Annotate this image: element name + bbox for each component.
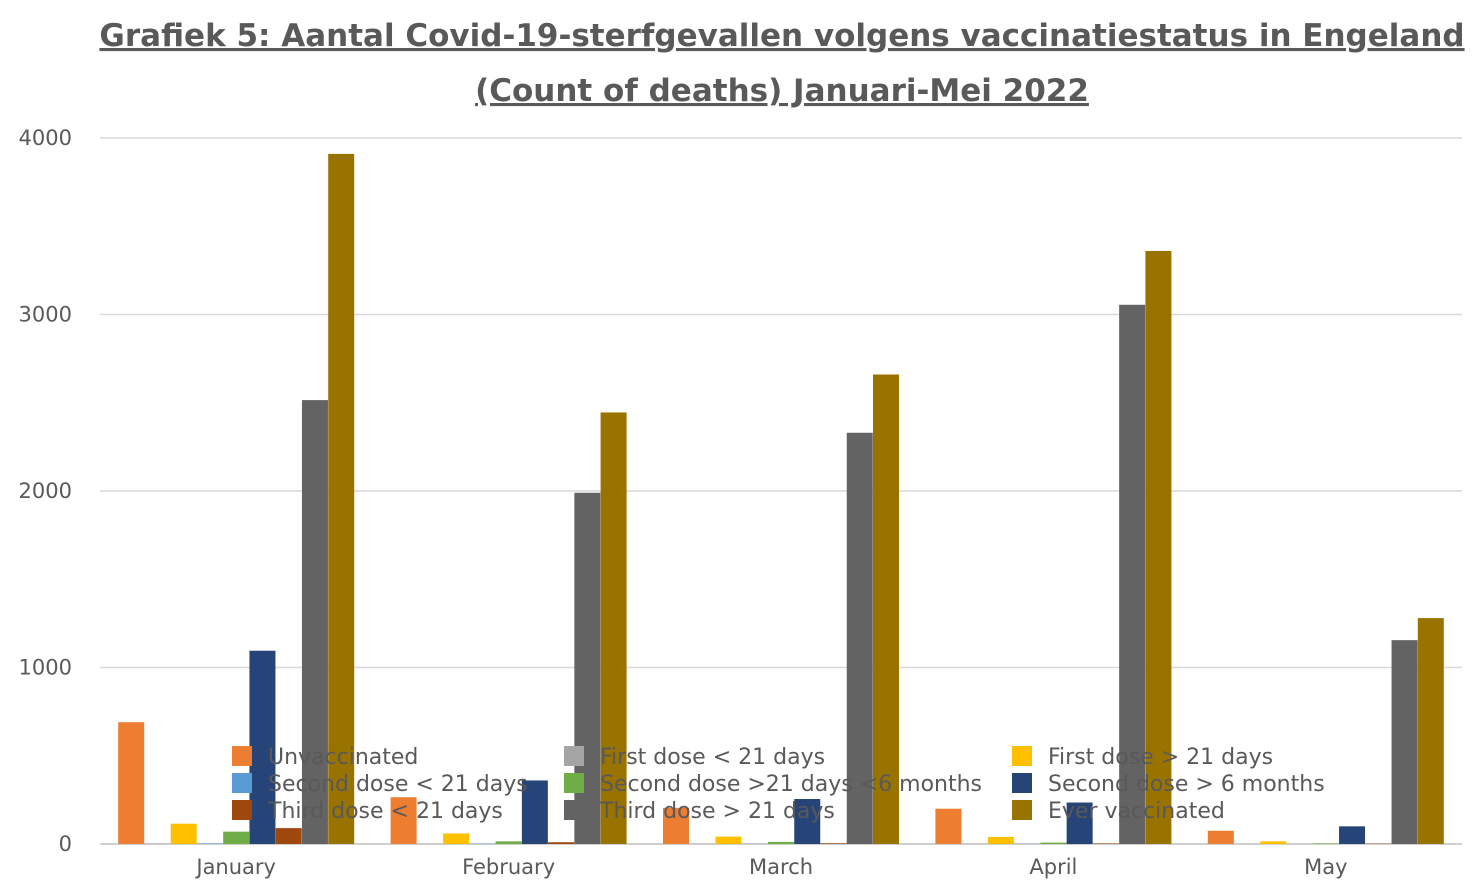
bar bbox=[1040, 842, 1067, 844]
bar bbox=[1260, 841, 1287, 844]
legend-label: Second dose >21 days <6 months bbox=[600, 772, 982, 797]
legend-swatch bbox=[232, 773, 252, 793]
bar bbox=[223, 831, 250, 844]
bar bbox=[1339, 826, 1366, 844]
legend-label: Second dose > 6 months bbox=[1048, 772, 1325, 797]
bar bbox=[1207, 830, 1234, 844]
legend-swatch bbox=[1012, 800, 1032, 820]
legend-swatch bbox=[232, 746, 252, 766]
legend-swatch bbox=[1012, 773, 1032, 793]
bar bbox=[301, 400, 328, 844]
y-tick-label: 1000 bbox=[19, 656, 72, 680]
bar bbox=[275, 828, 302, 844]
legend-swatch bbox=[564, 773, 584, 793]
bar bbox=[1417, 618, 1444, 844]
x-axis-ticks: January February March April May bbox=[194, 855, 1347, 879]
x-tick-label: March bbox=[749, 855, 813, 879]
legend-swatch bbox=[1012, 746, 1032, 766]
legend-swatch bbox=[564, 746, 584, 766]
bar bbox=[600, 412, 627, 844]
legend-label: First dose > 21 days bbox=[1048, 745, 1273, 770]
bars bbox=[118, 153, 1444, 845]
y-tick-label: 4000 bbox=[19, 126, 72, 150]
x-tick-label: May bbox=[1304, 855, 1347, 879]
legend-label: Ever vaccinated bbox=[1048, 799, 1225, 824]
chart-title-line-2: (Count of deaths) Januari-Mei 2022 bbox=[475, 73, 1089, 109]
legend-label: First dose < 21 days bbox=[600, 745, 825, 770]
bar bbox=[443, 833, 470, 844]
bar bbox=[249, 650, 276, 844]
y-tick-label: 0 bbox=[59, 832, 72, 856]
bar bbox=[1092, 843, 1119, 844]
legend-label: Third dose < 21 days bbox=[267, 799, 503, 824]
y-tick-label: 3000 bbox=[19, 303, 72, 327]
bar bbox=[820, 843, 847, 844]
x-tick-label: January bbox=[194, 855, 276, 879]
bar bbox=[987, 836, 1014, 844]
x-tick-label: April bbox=[1029, 855, 1077, 879]
legend-swatch bbox=[564, 800, 584, 820]
bar bbox=[170, 823, 197, 844]
bar bbox=[1119, 304, 1146, 845]
bar bbox=[1145, 250, 1172, 844]
bar bbox=[1066, 802, 1093, 844]
bar bbox=[118, 722, 145, 844]
x-tick-label: February bbox=[462, 855, 555, 879]
bar bbox=[548, 842, 575, 844]
bar bbox=[196, 843, 223, 844]
bar bbox=[1391, 640, 1418, 844]
legend-label: Third dose > 21 days bbox=[599, 799, 835, 824]
legend-label: Unvaccinated bbox=[268, 745, 418, 770]
bar bbox=[794, 798, 821, 844]
y-tick-label: 2000 bbox=[19, 479, 72, 503]
bar bbox=[663, 807, 689, 844]
bar bbox=[935, 808, 962, 844]
bar bbox=[1312, 843, 1339, 844]
bar bbox=[873, 374, 899, 844]
legend: Unvaccinated First dose < 21 days First do… bbox=[232, 745, 1325, 824]
legend-swatch bbox=[232, 800, 252, 820]
bar bbox=[846, 432, 873, 844]
bar bbox=[715, 836, 742, 844]
bar bbox=[768, 841, 794, 844]
bar bbox=[521, 780, 548, 844]
y-axis-ticks: 0 1000 2000 3000 4000 bbox=[19, 126, 72, 856]
chart-title-line-1: Grafiek 5: Aantal Covid-19-sterfgevallen… bbox=[99, 18, 1464, 54]
bar bbox=[390, 797, 417, 844]
bar bbox=[328, 153, 355, 844]
legend-label: Second dose < 21 days bbox=[268, 772, 528, 797]
bar bbox=[495, 841, 522, 844]
